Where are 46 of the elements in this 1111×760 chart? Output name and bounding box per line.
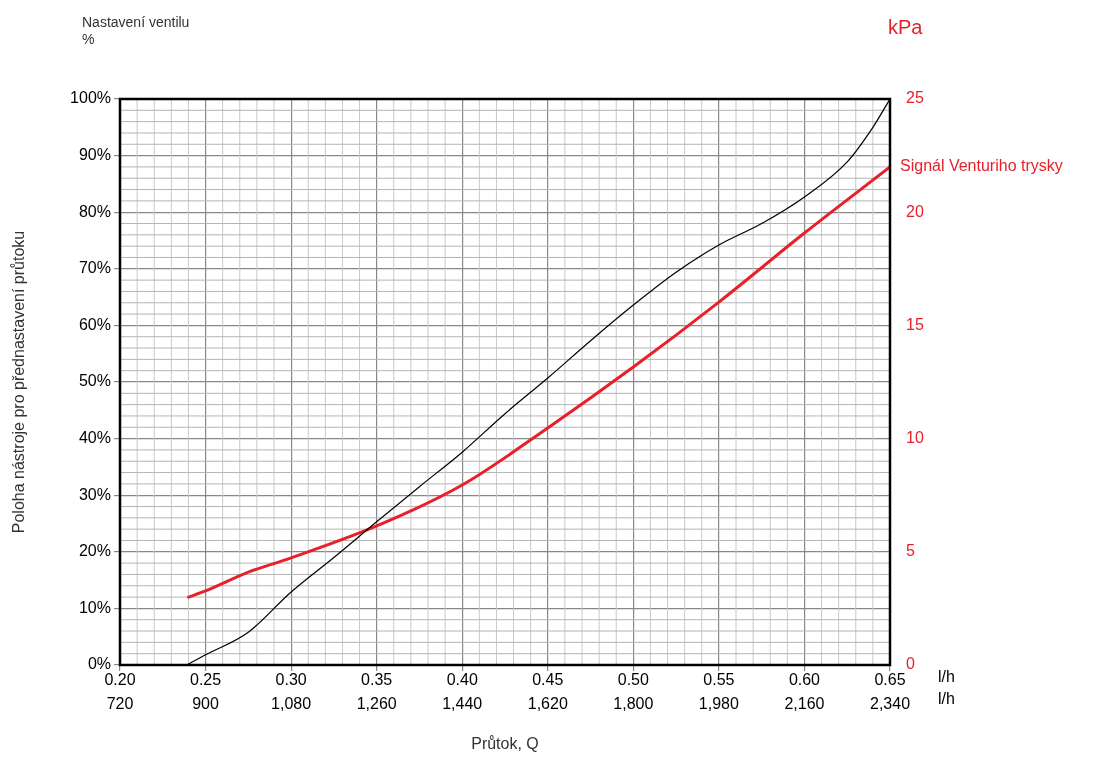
x2-tick-label: 1,080 xyxy=(271,695,312,713)
x2-tick-label: 720 xyxy=(106,695,134,713)
y-tick-label: 100% xyxy=(70,89,111,107)
y-tick-label: 0% xyxy=(87,655,111,673)
y-tick-label: 30% xyxy=(78,485,111,503)
chart-title: Nastavení ventilu xyxy=(82,14,190,30)
y-tick-label: 50% xyxy=(78,372,111,390)
x-tick-label: 0.55 xyxy=(703,671,735,689)
x2-tick-label: 1,440 xyxy=(442,695,483,713)
x-tick-label: 0.25 xyxy=(189,671,222,689)
x-tick-label: 0.60 xyxy=(788,671,821,689)
x2-tick-label: 2,160 xyxy=(784,695,825,713)
x-tick-label: 0.30 xyxy=(275,671,307,689)
y-axis-title: Poloha nástroje pro přednastavení průtoku xyxy=(10,230,28,534)
x-tick-label: 0.20 xyxy=(104,671,136,689)
y2-tick-label: 0 xyxy=(906,655,915,673)
y2-tick-label: 20 xyxy=(906,202,924,220)
y-tick-label: 90% xyxy=(78,146,111,164)
y2-tick-label: 15 xyxy=(906,315,924,333)
x-tick-label: 0.40 xyxy=(446,671,478,689)
x-axis-title: Průtok, Q xyxy=(471,734,539,752)
y-tick-label: 40% xyxy=(78,429,111,447)
x2-tick-label: 1,620 xyxy=(527,695,568,713)
y2-tick-label: 25 xyxy=(906,89,924,107)
text: l/h xyxy=(938,690,955,708)
y2-axis-title: kPa xyxy=(888,16,924,38)
x2-tick-label: 900 xyxy=(192,695,219,713)
x-tick-label: 0.65 xyxy=(874,671,906,689)
y2-tick-label: 10 xyxy=(906,429,924,447)
x2-tick-label: 2,340 xyxy=(869,695,911,713)
chart-subtitle: % xyxy=(82,31,95,47)
x-tick-label: 0.35 xyxy=(361,671,393,689)
series-label: Signál Venturiho trysky xyxy=(900,157,1063,175)
text: l/h xyxy=(938,668,955,686)
x2-tick-label: 1,980 xyxy=(698,695,740,713)
x-tick-label: 0.45 xyxy=(532,671,564,689)
y-tick-label: 60% xyxy=(78,315,111,333)
y-tick-label: 20% xyxy=(78,542,111,560)
y-tick-label: 70% xyxy=(78,259,111,277)
y-tick-label: 10% xyxy=(78,598,111,616)
line-series xyxy=(186,165,890,599)
x-tick-label: 0.50 xyxy=(617,671,650,689)
y2-tick-label: 5 xyxy=(906,542,915,560)
y-tick-label: 80% xyxy=(78,202,111,220)
x2-tick-label: 1,800 xyxy=(613,695,654,713)
x2-tick-label: 1,260 xyxy=(356,695,397,713)
